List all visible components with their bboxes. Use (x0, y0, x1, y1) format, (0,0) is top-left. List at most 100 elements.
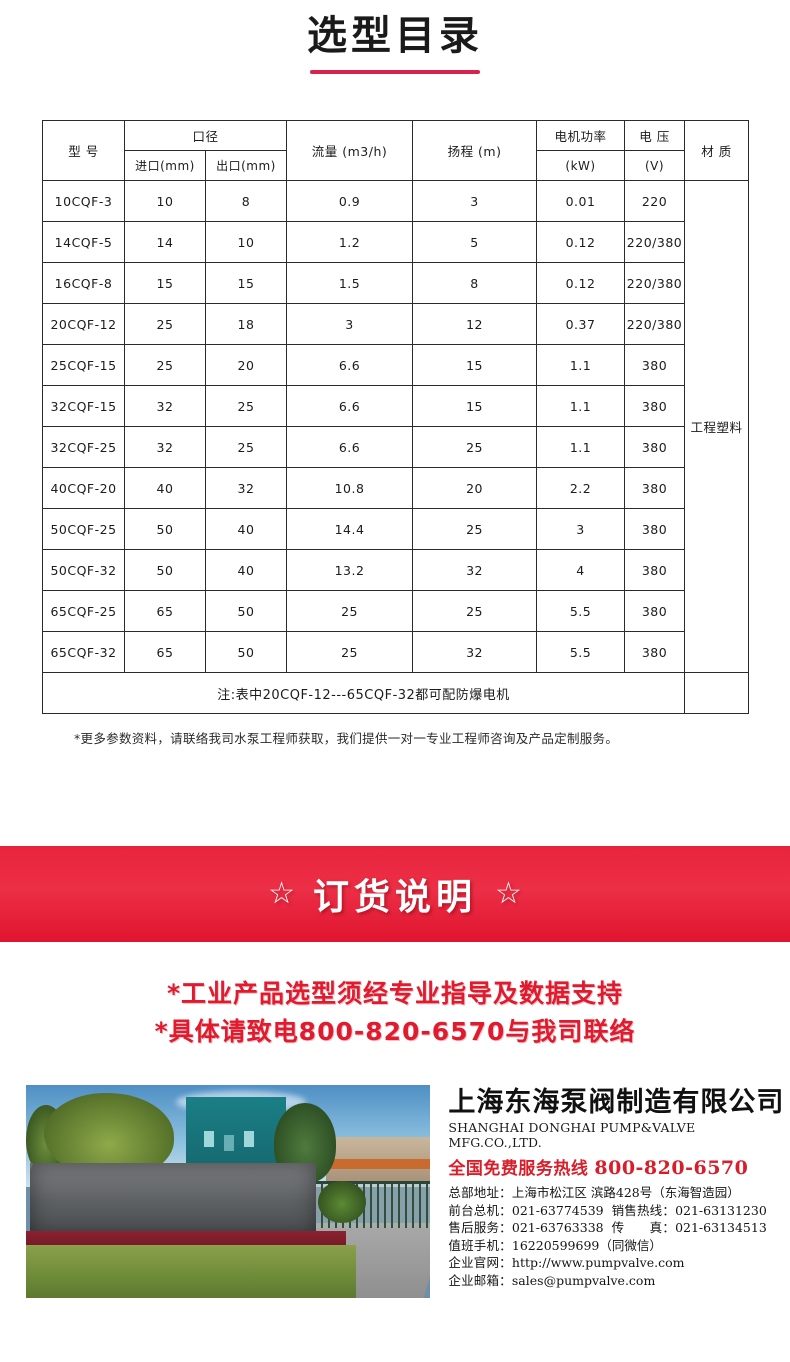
cell-model: 50CQF-32 (42, 549, 125, 591)
cell-power: 1.1 (536, 385, 626, 427)
cell-voltage: 380 (624, 631, 686, 673)
cell-power: 5.5 (536, 631, 626, 673)
hotline-number: 800-820-6570 (594, 1157, 749, 1180)
cell-flow: 10.8 (286, 467, 414, 509)
cell-outlet: 20 (204, 344, 288, 386)
cell-flow: 25 (286, 590, 414, 632)
promo-line-1: *工业产品选型须经专业指导及数据支持 (166, 979, 624, 1008)
cell-model: 25CQF-15 (42, 344, 125, 386)
table-row: 25CQF-15 25 20 6.6 15 1.1 380 (42, 344, 749, 386)
cell-outlet: 10 (204, 221, 288, 263)
contact-value: 021-63774539 (511, 1202, 604, 1218)
table-note: 注:表中20CQF-12---65CQF-32都可配防爆电机 (41, 672, 686, 714)
cell-flow: 0.9 (286, 180, 414, 222)
cell-power: 1.1 (536, 426, 626, 468)
cell-voltage: 380 (624, 426, 686, 468)
col-header-power-unit: (kW) (536, 150, 626, 181)
cell-voltage: 380 (624, 590, 686, 632)
contact-row-email[interactable]: 企业邮箱：sales@pumpvalve.com (448, 1272, 790, 1290)
cell-head: 32 (412, 631, 538, 673)
col-header-outlet: 出口(mm) (204, 150, 288, 181)
contact-row-website[interactable]: 企业官网：http://www.pumpvalve.com (448, 1254, 790, 1272)
cell-inlet: 50 (124, 549, 206, 591)
cell-outlet: 40 (204, 508, 288, 550)
cell-voltage: 380 (624, 467, 686, 509)
cell-power: 4 (536, 549, 626, 591)
contact-value-secondary: 021-63134513 (675, 1220, 767, 1236)
cell-flow: 25 (286, 631, 414, 673)
promo-block: *工业产品选型须经专业指导及数据支持 *具体请致电800-820-6570与我司… (0, 975, 790, 1051)
cell-power: 3 (536, 508, 626, 550)
cell-model: 32CQF-15 (42, 385, 125, 427)
cell-head: 8 (412, 262, 538, 304)
cell-inlet: 50 (124, 508, 206, 550)
cell-flow: 1.5 (286, 262, 414, 304)
cell-power: 2.2 (536, 467, 626, 509)
contact-label: 企业官网： (448, 1255, 512, 1271)
table-row: 65CQF-32 65 50 25 32 5.5 380 (42, 631, 749, 673)
company-name-cn: 上海东海泵阀制造有限公司 (448, 1087, 785, 1118)
cell-outlet: 25 (204, 385, 288, 427)
cell-voltage: 220/380 (624, 221, 686, 263)
table-row: 65CQF-25 65 50 25 25 5.5 380 (42, 590, 749, 632)
table-row: 40CQF-20 40 32 10.8 20 2.2 380 (42, 467, 749, 509)
col-header-flow: 流量 (m3/h) (286, 120, 414, 181)
cell-head: 32 (412, 549, 538, 591)
header-row-1: 型 号 口径 流量 (m3/h) 扬程 (m) 电机功率 电 压 材 质 (42, 120, 750, 181)
cell-outlet: 50 (204, 631, 288, 673)
table-row: 32CQF-15 32 25 6.6 15 1.1 380 (42, 385, 749, 427)
table-footnote: *更多参数资料，请联络我司水泵工程师获取，我们提供一对一专业工程师咨询及产品定制… (74, 731, 619, 746)
company-name-en: SHANGHAI DONGHAI PUMP&VALVE MFG.CO.,LTD. (448, 1120, 696, 1151)
contact-value-website[interactable]: http://www.pumpvalve.com (511, 1255, 685, 1271)
cell-flow: 6.6 (286, 426, 414, 468)
contact-label-secondary: 销售热线： (611, 1202, 676, 1218)
contact-label-secondary: 传 真： (611, 1220, 676, 1236)
cell-power: 0.37 (536, 303, 626, 345)
photo-right-building (326, 1137, 431, 1183)
cell-flow: 13.2 (286, 549, 414, 591)
col-header-model: 型 号 (42, 120, 125, 181)
cell-outlet: 18 (204, 303, 288, 345)
cell-flow: 6.6 (286, 385, 414, 427)
col-header-voltage-unit: (V) (624, 150, 686, 181)
cell-power: 5.5 (536, 590, 626, 632)
footer: 東海智造园 上海东海泵阀制造有限公司 SHANGHAI DONGHAI PUMP… (0, 1085, 790, 1310)
col-header-bore-group: 口径 (123, 120, 288, 151)
table-row: 20CQF-12 25 18 3 12 0.37 220/380 (42, 303, 749, 345)
table-head: 型 号 口径 流量 (m3/h) 扬程 (m) 电机功率 电 压 材 质 进口(… (42, 120, 750, 181)
contact-value-email[interactable]: sales@pumpvalve.com (511, 1272, 656, 1288)
table-row: 14CQF-5 14 10 1.2 5 0.12 220/380 (42, 221, 749, 263)
hotline-row: 全国免费服务热线 800-820-6570 (448, 1154, 790, 1179)
cell-outlet: 32 (204, 467, 288, 509)
contact-row-aftersales: 售后服务：021-63763338 传 真：021-63134513 (448, 1219, 790, 1237)
cell-voltage: 220/380 (624, 303, 686, 345)
cell-head: 12 (412, 303, 538, 345)
cell-voltage: 380 (624, 549, 686, 591)
cell-voltage: 220/380 (624, 262, 686, 304)
company-entrance-photo: 東海智造园 (26, 1085, 431, 1298)
cell-inlet: 65 (124, 631, 206, 673)
spec-table-container: 型 号 口径 流量 (m3/h) 扬程 (m) 电机功率 电 压 材 质 进口(… (41, 120, 750, 747)
hotline-label: 全国免费服务热线 (448, 1159, 589, 1180)
cell-inlet: 14 (124, 221, 206, 263)
cell-model: 32CQF-25 (42, 426, 125, 468)
cell-head: 25 (412, 590, 538, 632)
header-row-3: (kW) (43, 150, 749, 181)
table-row: 50CQF-32 50 40 13.2 32 4 380 (42, 549, 749, 591)
cell-inlet: 32 (124, 385, 206, 427)
col-header-material: 材 质 (684, 120, 750, 181)
table-note-row: 注:表中20CQF-12---65CQF-32都可配防爆电机 (41, 672, 750, 714)
col-header-head: 扬程 (m) (412, 120, 538, 181)
contact-value: 16220599699（同微信） (511, 1237, 662, 1253)
cell-material: 工程塑料 (684, 180, 750, 673)
cell-head: 25 (412, 426, 538, 468)
cell-head: 3 (412, 180, 538, 222)
cell-model: 16CQF-8 (42, 262, 125, 304)
photo-shrub (318, 1181, 366, 1223)
cell-voltage: 380 (624, 344, 686, 386)
cell-model: 50CQF-25 (42, 508, 125, 550)
cell-head: 25 (412, 508, 538, 550)
col-header-voltage: 电 压 (624, 120, 686, 151)
cell-model: 40CQF-20 (42, 467, 125, 509)
star-right-icon: ☆ (495, 876, 522, 911)
